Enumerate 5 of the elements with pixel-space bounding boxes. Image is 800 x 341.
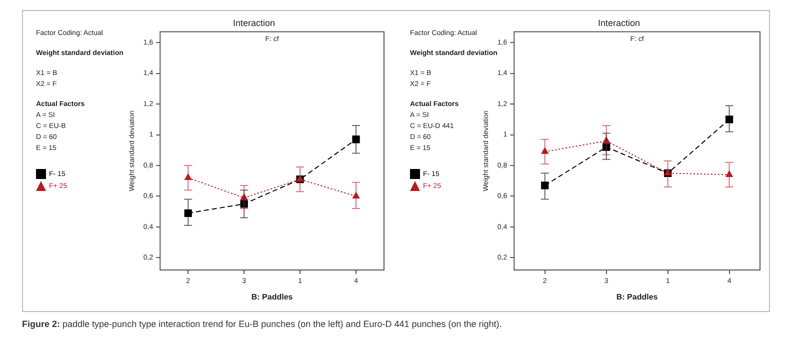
x-axis-title: B: Paddles [251,292,294,302]
chart-title: Interaction [598,18,640,28]
x-axis-title: B: Paddles [616,292,658,302]
chart-title: Interaction [232,18,276,28]
caption: Figure 2: paddle type-punch type interaction trend for Eu-B punches (on the left) and Euro-D 441 punches (on the right). [22,319,502,329]
